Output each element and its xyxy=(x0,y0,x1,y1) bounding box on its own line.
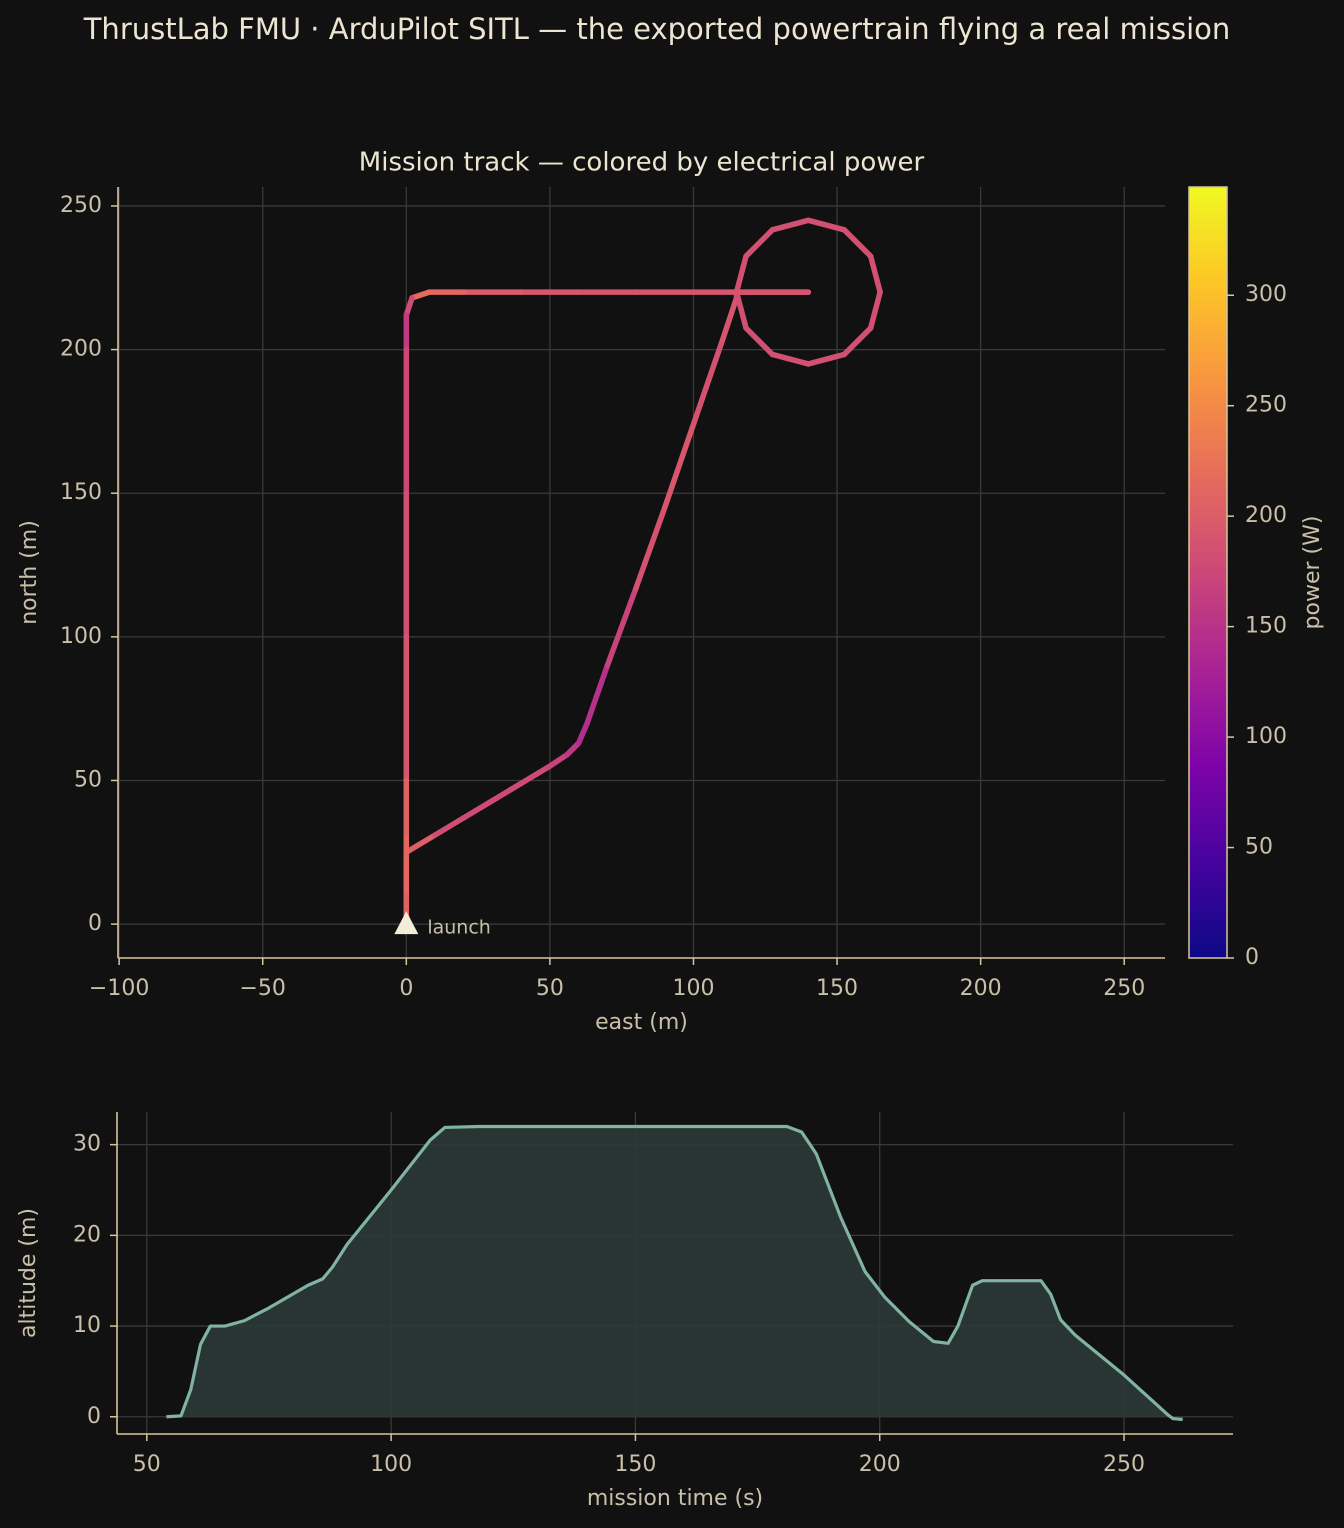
x-tick-label: −50 xyxy=(240,976,286,1001)
track-segment xyxy=(867,253,883,295)
x-tick-label: 0 xyxy=(399,976,413,1001)
track-segment xyxy=(733,289,749,331)
track-segment xyxy=(841,325,874,358)
y-axis-label: north (m) xyxy=(17,520,42,625)
y-tick-label: 0 xyxy=(88,911,102,936)
track-segment xyxy=(403,832,438,856)
area-fill xyxy=(166,1126,1183,1420)
x-tick-label: 50 xyxy=(133,1452,161,1477)
chart-title: Mission track — colored by electrical po… xyxy=(359,148,925,178)
launch-marker xyxy=(394,911,419,935)
colorbar-tick-label: 100 xyxy=(1245,724,1287,749)
y-tick-label: 20 xyxy=(73,1222,101,1247)
track-segment xyxy=(460,797,496,821)
x-axis-label: east (m) xyxy=(595,1010,688,1035)
figure-title: ThrustLab FMU · ArduPilot SITL — the exp… xyxy=(83,12,1231,46)
track-segment xyxy=(867,289,883,331)
y-tick-label: 250 xyxy=(60,193,102,218)
track-segment xyxy=(769,351,812,367)
y-tick-label: 10 xyxy=(73,1313,101,1338)
track-segment xyxy=(841,227,874,259)
colorbar-tick-label: 0 xyxy=(1245,945,1259,970)
x-tick-label: 200 xyxy=(960,976,1002,1001)
colorbar xyxy=(1188,186,1228,959)
x-axis-label: mission time (s) xyxy=(587,1486,763,1511)
track-segment xyxy=(489,780,524,804)
y-tick-label: 200 xyxy=(60,337,102,362)
track-segment xyxy=(403,295,415,318)
x-tick-label: 200 xyxy=(859,1452,901,1477)
x-tick-label: 250 xyxy=(1103,976,1145,1001)
track-segment xyxy=(719,295,740,344)
y-tick-label: 50 xyxy=(74,767,102,792)
x-tick-label: 100 xyxy=(672,976,714,1001)
track-segment xyxy=(805,217,847,233)
x-tick-label: 50 xyxy=(536,976,564,1001)
track-segment xyxy=(733,253,749,295)
track-segment xyxy=(633,504,668,591)
track-segment xyxy=(575,720,590,746)
altitude-line xyxy=(166,1124,1183,1422)
x-tick-label: 250 xyxy=(1103,1452,1145,1477)
y-tick-label: 30 xyxy=(73,1132,101,1157)
track-segment xyxy=(409,289,433,301)
x-tick-label: 150 xyxy=(816,976,858,1001)
x-tick-label: 150 xyxy=(614,1452,656,1477)
track-segment xyxy=(743,227,776,259)
colorbar-label: power (W) xyxy=(1300,516,1325,630)
y-tick-label: 100 xyxy=(60,624,102,649)
y-axis-label: altitude (m) xyxy=(16,1208,41,1338)
colorbar-tick-label: 200 xyxy=(1245,503,1287,528)
track-segment xyxy=(518,763,553,787)
colorbar-tick-label: 250 xyxy=(1245,393,1287,418)
colorbar-tick-label: 150 xyxy=(1245,614,1287,639)
track-segment xyxy=(584,662,611,726)
track-segment xyxy=(662,421,697,511)
track-segment xyxy=(547,751,570,769)
track-segment xyxy=(769,217,812,233)
y-tick-label: 150 xyxy=(60,480,102,505)
track-segment xyxy=(432,815,467,838)
y-tick-label: 0 xyxy=(87,1404,101,1429)
x-tick-label: −100 xyxy=(89,976,149,1001)
x-tick-label: 100 xyxy=(370,1452,412,1477)
colorbar-tick-label: 50 xyxy=(1245,835,1273,860)
track-segment xyxy=(690,338,725,428)
track-segment xyxy=(604,585,639,669)
track-segment xyxy=(743,325,776,358)
track-segment xyxy=(805,351,847,367)
annotation: launch xyxy=(427,917,491,939)
colorbar-tick-label: 300 xyxy=(1245,282,1287,307)
